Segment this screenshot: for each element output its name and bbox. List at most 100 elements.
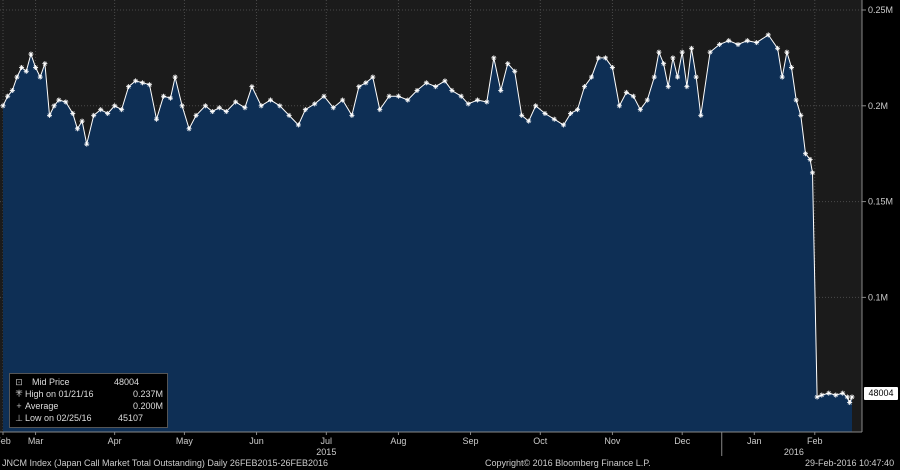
data-point-stroke <box>631 94 636 99</box>
data-point-stroke <box>780 75 785 80</box>
data-point <box>716 41 722 47</box>
data-point-stroke <box>775 46 780 51</box>
data-point-stroke <box>717 42 722 47</box>
data-point <box>616 103 622 109</box>
data-point <box>582 84 588 90</box>
x-tick-label: Aug <box>390 436 406 446</box>
legend-mid-price-icon: ⊡ ✳ <box>15 377 23 398</box>
data-point-stroke <box>387 94 392 99</box>
y-tick-label: 0.15M <box>868 197 893 207</box>
data-point <box>775 45 781 51</box>
data-point <box>330 105 336 111</box>
data-point <box>216 105 222 111</box>
x-tick-label: Feb <box>0 436 11 446</box>
data-point-stroke <box>47 113 52 118</box>
data-point-stroke <box>656 50 661 55</box>
data-point-stroke <box>112 103 117 108</box>
data-point-stroke <box>552 117 557 122</box>
legend-row-mid-price: ⊡ ✳ Mid Price 48004 <box>10 377 167 398</box>
data-point-stroke <box>784 50 789 55</box>
data-point <box>675 74 681 80</box>
data-point-stroke <box>119 107 124 112</box>
data-point-stroke <box>133 78 138 83</box>
data-point-stroke <box>259 103 264 108</box>
legend-high-icon: ⊤ <box>15 389 23 399</box>
data-point-stroke <box>845 394 850 400</box>
y-tick-label: 0.25M <box>868 5 893 15</box>
data-point-stroke <box>424 80 429 85</box>
data-point-stroke <box>610 65 615 70</box>
data-point <box>779 74 785 80</box>
data-point <box>651 74 657 80</box>
data-point-stroke <box>363 80 368 85</box>
data-point-stroke <box>98 107 103 112</box>
data-point <box>233 99 239 105</box>
data-point-stroke <box>168 96 173 101</box>
data-point <box>519 112 525 118</box>
data-point <box>179 103 185 109</box>
footer-ticker: JNCM Index (Japan Call Market Total Outs… <box>2 458 328 468</box>
legend-value: 0.200M <box>132 401 163 411</box>
x-tick-label: Jun <box>249 436 264 446</box>
data-point-stroke <box>217 105 222 110</box>
data-point <box>630 93 636 99</box>
data-point-stroke <box>698 113 703 118</box>
legend-label: Mid Price <box>32 377 70 387</box>
data-point <box>84 141 90 147</box>
x-tick-label: Mar <box>28 436 44 446</box>
data-point <box>484 99 490 105</box>
data-point-stroke <box>396 94 401 99</box>
data-point <box>91 112 97 118</box>
x-tick-label: Apr <box>108 436 122 446</box>
data-point-stroke <box>745 38 750 43</box>
x-year-label: 2016 <box>784 447 804 457</box>
data-point <box>526 118 532 124</box>
data-point <box>602 55 608 61</box>
data-point-stroke <box>296 122 301 128</box>
legend-average-icon: + <box>16 401 22 411</box>
data-point <box>47 112 53 118</box>
data-point-stroke <box>105 111 110 116</box>
data-point <box>321 93 327 99</box>
data-point <box>119 107 125 113</box>
data-point-stroke <box>277 103 282 108</box>
data-point-stroke <box>498 88 503 93</box>
data-point <box>840 390 846 396</box>
data-point <box>186 126 192 132</box>
data-point <box>295 122 301 128</box>
data-point-stroke <box>180 103 185 108</box>
data-point <box>849 394 855 400</box>
data-point <box>491 55 497 61</box>
x-tick-label: May <box>176 436 194 446</box>
data-point <box>458 93 464 99</box>
data-point-stroke <box>689 46 694 51</box>
data-point <box>42 61 48 67</box>
data-point-stroke <box>596 55 601 60</box>
data-point-stroke <box>312 101 317 106</box>
data-point-stroke <box>405 97 410 103</box>
data-point-stroke <box>442 78 447 83</box>
data-point-stroke <box>38 75 43 80</box>
data-point-stroke <box>617 103 622 108</box>
data-point <box>105 110 111 116</box>
data-point <box>665 84 671 90</box>
data-point <box>595 55 601 61</box>
data-point-stroke <box>789 65 794 70</box>
data-point <box>744 38 750 44</box>
data-point-stroke <box>708 50 713 55</box>
data-point <box>637 107 643 113</box>
series-markers <box>0 32 855 406</box>
data-point <box>512 68 518 74</box>
data-point <box>433 84 439 90</box>
legend-row-low: ⊥ Low on 02/25/16 45107 <box>10 413 167 425</box>
data-point-stroke <box>194 113 199 118</box>
data-point <box>798 112 804 118</box>
data-point-stroke <box>287 113 292 118</box>
data-point <box>588 74 594 80</box>
data-point <box>202 103 208 109</box>
data-point <box>126 84 132 90</box>
data-point <box>340 97 346 103</box>
legend-label: Low on 02/25/16 <box>25 413 92 423</box>
data-point <box>51 103 57 109</box>
data-point <box>286 112 292 118</box>
